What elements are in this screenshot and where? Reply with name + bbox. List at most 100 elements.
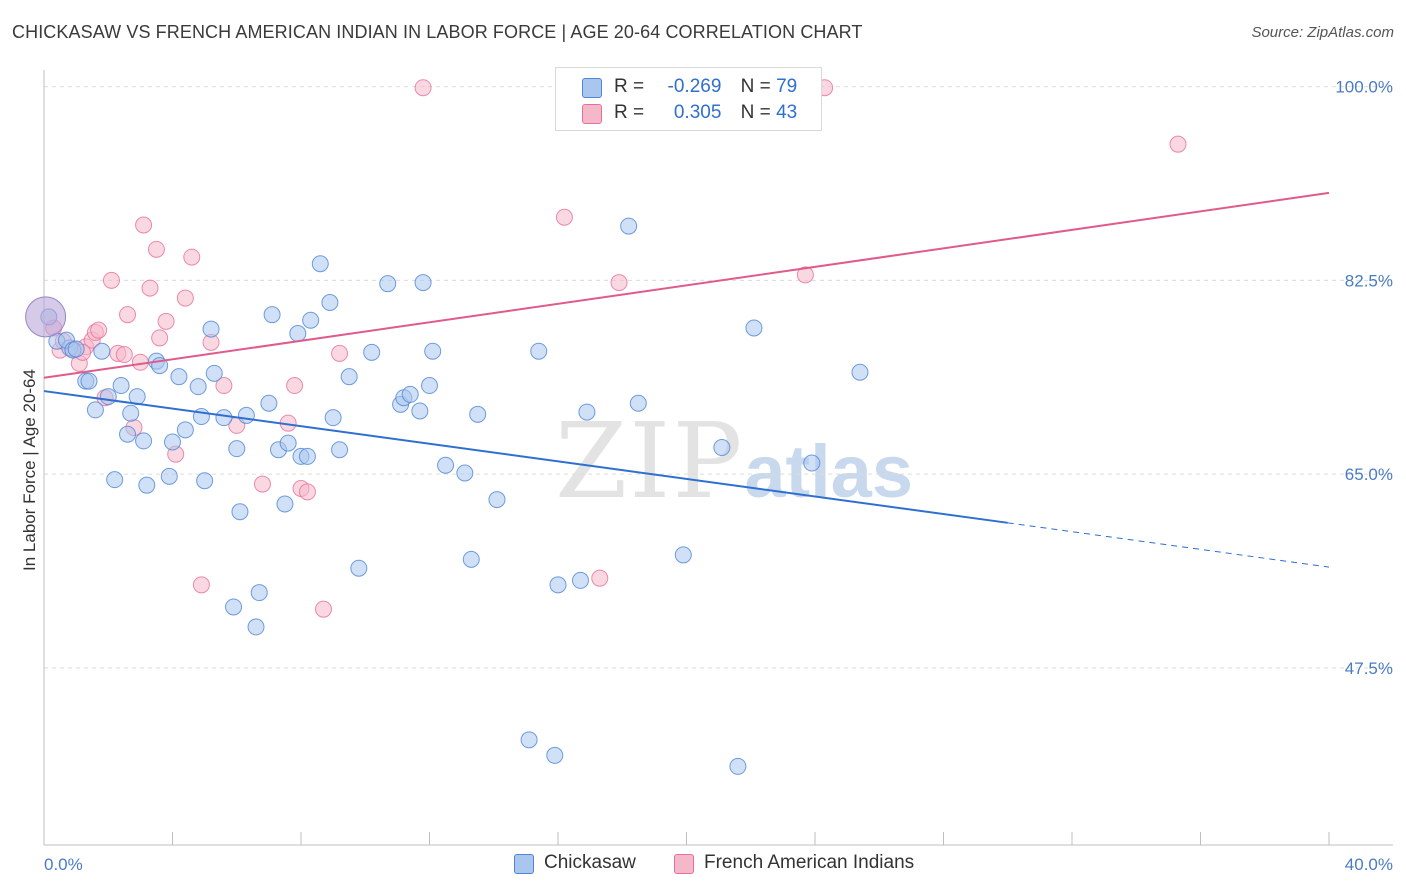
y-tick-label: 65.0% [1345, 465, 1393, 484]
french-american-indians-point [90, 321, 108, 339]
french-american-indians-point [298, 483, 316, 501]
chickasaw-point [298, 447, 316, 465]
french-american-indians-point [119, 306, 137, 324]
french-american-indians-point [176, 289, 194, 307]
watermark: ZIPatlas [555, 400, 913, 522]
r-value: 0.305 [673, 102, 722, 123]
french-american-indians-point [1169, 135, 1187, 153]
chickasaw-point [331, 441, 349, 459]
chickasaw-point [421, 377, 438, 395]
chickasaw-point [80, 372, 98, 390]
chickasaw-point [549, 576, 567, 594]
chickasaw-point [437, 456, 455, 474]
chickasaw-point [713, 439, 731, 457]
french-american-indians-point [141, 279, 159, 297]
french-swatch [674, 854, 694, 874]
chickasaw-point [620, 217, 638, 235]
legend-label: Chickasaw [544, 852, 636, 873]
french-american-indians-point [610, 274, 628, 292]
french-american-indians-point [253, 475, 271, 493]
chickasaw-point [401, 385, 419, 403]
chickasaw-point [340, 368, 358, 386]
chickasaw-point [215, 409, 233, 427]
r-label: R = [614, 102, 645, 123]
chickasaw-point [231, 503, 249, 521]
n-label: N = [740, 102, 771, 123]
french-swatch [582, 104, 602, 124]
chickasaw-point [160, 467, 178, 485]
overlap-bubble [25, 296, 67, 338]
chickasaw-point [225, 598, 243, 616]
french-american-indians-point [555, 208, 573, 226]
y-tick-label: 100.0% [1335, 78, 1393, 97]
chickasaw-point [205, 364, 223, 382]
chart-title: CHICKASAW VS FRENCH AMERICAN INDIAN IN L… [12, 22, 863, 42]
french-american-indians-point [796, 266, 814, 284]
chickasaw-point [462, 550, 480, 568]
chickasaw-point [260, 394, 278, 412]
source-label: Source: ZipAtlas.com [1251, 24, 1394, 41]
chickasaw-point [93, 342, 111, 360]
chickasaw-point [228, 440, 246, 458]
chickasaw-point [106, 471, 124, 489]
chickasaw-point [99, 388, 117, 406]
chickasaw-point [289, 325, 307, 342]
chickasaw-point [250, 584, 268, 602]
chickasaw-point [135, 432, 153, 450]
chickasaw-point [176, 421, 194, 439]
chickasaw-point [189, 378, 207, 396]
french-american-indians-point [102, 271, 120, 289]
chickasaw-point [469, 405, 487, 423]
x-tick-label: 0.0% [44, 855, 83, 874]
french-american-indians-point [151, 329, 169, 347]
chickasaw-point [363, 343, 381, 361]
r-value: -0.269 [667, 76, 722, 97]
chickasaw-point [279, 434, 297, 452]
french-american-indians-point [115, 346, 133, 364]
chickasaw-point [674, 546, 692, 564]
chickasaw-point [411, 402, 429, 420]
chickasaw-point [164, 433, 181, 451]
chickasaw-point [311, 255, 329, 273]
french-american-indians-trendline [43, 191, 1330, 379]
french-american-indians-point [314, 600, 332, 618]
chickasaw-point [170, 368, 188, 386]
chickasaw-point [263, 306, 281, 324]
chickasaw-point [803, 454, 821, 472]
chickasaw-point [424, 342, 442, 360]
chickasaw-point [67, 340, 85, 358]
legend-label: French American Indians [704, 852, 915, 873]
chickasaw-swatch [514, 854, 534, 874]
chickasaw-point [546, 746, 564, 764]
x-tick-label: 40.0% [1345, 855, 1393, 874]
chickasaw-point [112, 377, 130, 395]
french-american-indians-point [331, 344, 349, 362]
n-value: 79 [776, 76, 798, 97]
chickasaw-point [578, 403, 596, 421]
chickasaw-point [851, 363, 869, 381]
chickasaw-point [414, 274, 432, 292]
chickasaw-point [456, 464, 474, 482]
chickasaw-point [86, 401, 104, 419]
chickasaw-point [196, 472, 214, 490]
chickasaw-point [247, 618, 265, 636]
french-american-indians-point [591, 569, 609, 587]
y-tick-label: 47.5% [1345, 659, 1393, 678]
chickasaw-point [321, 294, 339, 311]
chickasaw-point [119, 425, 137, 443]
chickasaw-point [302, 311, 320, 329]
chickasaw-point [202, 320, 220, 338]
chickasaw-point [520, 731, 538, 749]
chickasaw-point [350, 559, 368, 577]
chickasaw-point [122, 404, 140, 422]
chickasaw-point [571, 571, 589, 589]
chickasaw-point [379, 275, 397, 293]
french-american-indians-point [183, 248, 201, 266]
french-american-indians-point [157, 312, 175, 330]
french-american-indians-point [147, 240, 165, 258]
french-american-indians-point [414, 79, 432, 97]
french-american-indians-point [215, 377, 233, 395]
chickasaw-point [237, 406, 255, 424]
chickasaw-point [729, 757, 747, 775]
